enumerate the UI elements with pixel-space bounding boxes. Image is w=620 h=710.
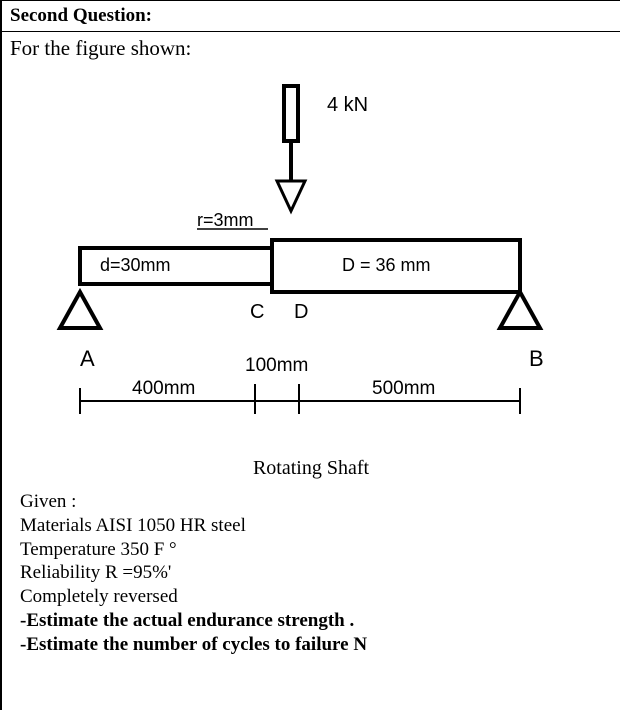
- label-B: B: [529, 346, 544, 371]
- big-dia-label: D = 36 mm: [342, 255, 431, 275]
- shaft-diagram: 4 kN r=3mm d=30mm D = 36 mm C: [2, 66, 620, 446]
- label-A: A: [80, 346, 95, 371]
- diagram-container: 4 kN r=3mm d=30mm D = 36 mm C: [2, 61, 620, 451]
- support-right: [500, 292, 540, 328]
- given-loading: Completely reversed: [20, 585, 602, 609]
- given-block: Given : Materials AISI 1050 HR steel Tem…: [2, 490, 620, 656]
- fillet-label: r=3mm: [197, 210, 254, 230]
- question-subtitle: For the figure shown:: [2, 32, 620, 61]
- task-endurance: -Estimate the actual endurance strength …: [20, 609, 602, 633]
- dim-right: 500mm: [372, 378, 435, 399]
- support-left: [60, 292, 100, 328]
- small-dia-label: d=30mm: [100, 255, 171, 275]
- label-D: D: [294, 301, 308, 323]
- page: Second Question: For the figure shown: 4…: [0, 0, 620, 710]
- dim-mid: 100mm: [245, 355, 308, 376]
- question-header-box: Second Question:: [2, 0, 620, 32]
- label-C: C: [250, 301, 264, 323]
- force-arrow: [277, 86, 305, 211]
- given-reliability: Reliability R =95%': [20, 561, 602, 585]
- diagram-caption: Rotating Shaft: [2, 457, 620, 480]
- question-title: Second Question:: [10, 5, 152, 26]
- force-label: 4 kN: [327, 94, 368, 116]
- given-temperature: Temperature 350 F °: [20, 538, 602, 562]
- task-cycles: -Estimate the number of cycles to failur…: [20, 633, 602, 657]
- given-heading: Given :: [20, 490, 602, 514]
- given-material: Materials AISI 1050 HR steel: [20, 514, 602, 538]
- dim-left: 400mm: [132, 378, 195, 399]
